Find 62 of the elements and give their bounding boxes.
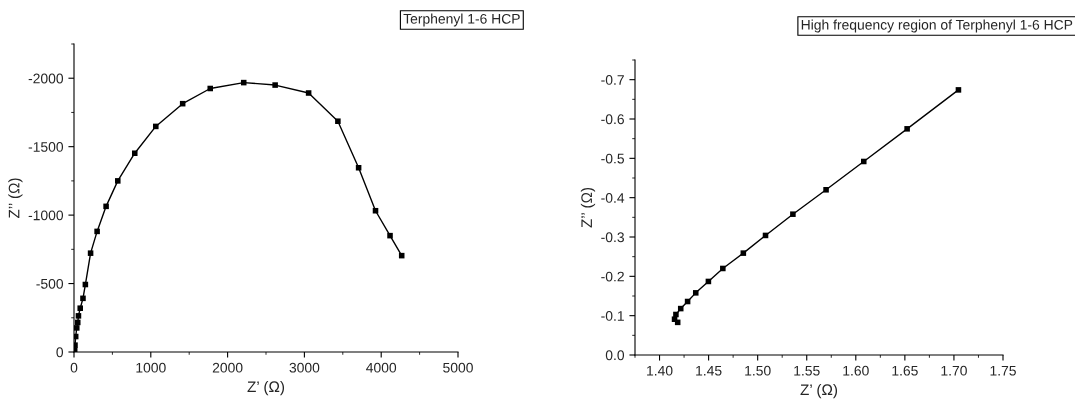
point xyxy=(131,150,138,157)
point xyxy=(372,207,379,214)
point xyxy=(904,126,910,132)
point xyxy=(740,250,747,256)
x-tick-label: 1.40 xyxy=(647,365,673,376)
x-tick-label: 1.55 xyxy=(794,365,820,376)
point xyxy=(823,187,829,193)
point xyxy=(153,123,159,130)
point xyxy=(74,325,80,331)
point xyxy=(720,265,726,272)
x-tick-label: 2000 xyxy=(212,362,243,373)
x-tick-label: 3000 xyxy=(289,362,320,373)
y-tick-label: -0.6 xyxy=(601,114,624,125)
point xyxy=(860,158,867,165)
point xyxy=(692,290,699,296)
y-tick-label: -0.4 xyxy=(601,193,625,203)
point xyxy=(94,228,100,235)
chart-title: Terphenyl 1-6 HCP xyxy=(403,13,520,27)
x-tick-label: 1000 xyxy=(136,362,166,373)
point xyxy=(305,90,312,96)
point xyxy=(677,305,684,312)
y-tick-label: -2000 xyxy=(28,73,64,84)
y-tick-label: -500 xyxy=(36,278,64,289)
y-tick-label: -0.1 xyxy=(601,311,624,321)
point xyxy=(955,87,962,93)
x-axis-title: Z’ (Ω) xyxy=(800,383,838,399)
point xyxy=(103,203,109,210)
chart-title: High frequency region of Terphenyl 1-6 HCP xyxy=(801,19,1073,33)
point xyxy=(240,79,247,86)
y-tick-label: -1500 xyxy=(28,142,64,152)
y-tick-label: -0.5 xyxy=(601,153,624,164)
point xyxy=(80,295,86,302)
y-axis-title: Z’’ (Ω) xyxy=(8,178,23,219)
point xyxy=(75,313,82,319)
y-tick-label: 0 xyxy=(56,347,64,358)
x-tick-label: 5000 xyxy=(443,362,473,373)
x-tick-label: 1.65 xyxy=(892,365,918,376)
point xyxy=(673,311,679,318)
y-tick-label: -0.3 xyxy=(601,232,624,243)
point xyxy=(355,164,362,171)
point xyxy=(207,85,214,92)
x-axis-title: Z’ (Ω) xyxy=(247,380,285,396)
y-tick-label: -0.2 xyxy=(601,271,624,282)
x-tick-label: 1.70 xyxy=(941,365,967,376)
x-tick-label: 0 xyxy=(70,362,78,373)
point xyxy=(77,305,83,311)
point xyxy=(272,82,278,88)
y-tick-label: 0.0 xyxy=(605,350,625,361)
y-axis-title: Z’’ (Ω) xyxy=(580,187,596,228)
point xyxy=(335,118,341,124)
point xyxy=(790,211,796,217)
x-tick-label: 4000 xyxy=(366,362,397,373)
x-tick-label: 1.50 xyxy=(745,365,771,376)
point xyxy=(115,178,121,184)
y-tick-label: -1000 xyxy=(28,210,64,221)
point xyxy=(387,232,393,239)
point xyxy=(74,319,81,326)
x-tick-label: 1.45 xyxy=(696,365,722,376)
point xyxy=(87,250,94,256)
x-tick-label: 1.75 xyxy=(990,365,1016,376)
y-tick-label: -0.7 xyxy=(601,75,624,85)
x-tick-label: 1.60 xyxy=(843,365,869,376)
